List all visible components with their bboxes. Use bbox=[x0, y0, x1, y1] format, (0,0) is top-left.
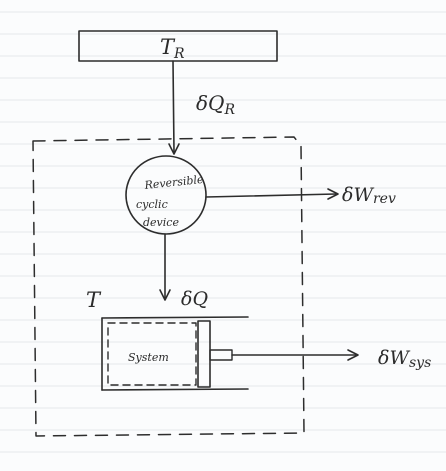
work-rev-arrow bbox=[205, 193, 337, 198]
work-sys-subscript: sys bbox=[409, 355, 431, 371]
reservoir-label: TR bbox=[160, 35, 185, 62]
heat-in-arrowhead bbox=[168, 143, 180, 155]
work-sys-label: δWsys bbox=[378, 347, 431, 371]
system-label: System bbox=[128, 351, 169, 364]
piston-rod bbox=[209, 349, 233, 361]
reservoir-subscript: R bbox=[173, 46, 185, 62]
control-boundary bbox=[32, 136, 305, 437]
ruled-lines bbox=[0, 11, 446, 453]
work-rev-label: δWrev bbox=[342, 184, 396, 207]
heat-in-arrow bbox=[172, 60, 175, 153]
reversible-device-circle bbox=[125, 155, 207, 235]
cylinder-bottom-wall bbox=[101, 388, 249, 391]
system-temperature-label: T bbox=[86, 288, 102, 312]
device-label-line2: cyclic bbox=[136, 198, 168, 211]
work-rev-subscript: rev bbox=[373, 191, 396, 207]
system-inner-boundary bbox=[107, 322, 197, 386]
heat-in-subscript: R bbox=[223, 102, 235, 118]
device-label-line3: device bbox=[143, 216, 179, 229]
piston bbox=[197, 320, 211, 388]
heat-sys-label: δQ bbox=[181, 288, 208, 310]
work-rev-arrowhead bbox=[327, 188, 339, 200]
cylinder-top-wall bbox=[101, 316, 249, 319]
reservoir-box bbox=[78, 30, 278, 62]
heat-in-label: δQR bbox=[196, 91, 235, 118]
work-sys-arrowhead bbox=[347, 349, 359, 361]
heat-sys-arrowhead bbox=[159, 289, 171, 301]
device-label-line1: Reversible bbox=[143, 173, 205, 192]
